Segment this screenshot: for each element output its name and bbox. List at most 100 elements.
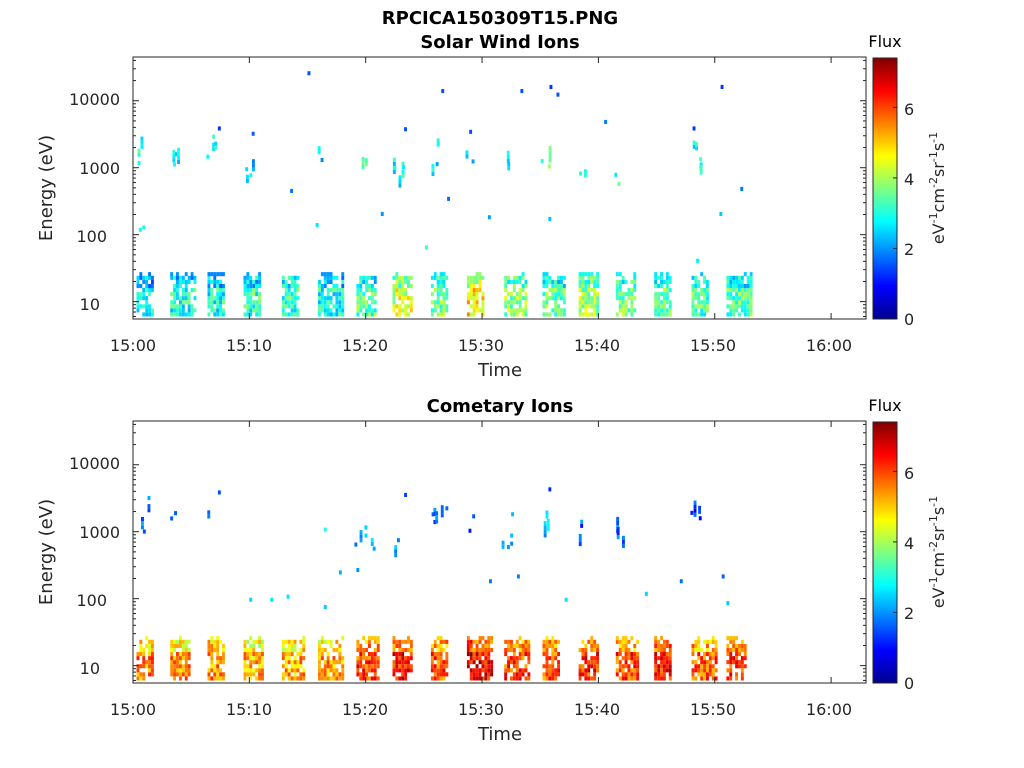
heatmap-cell (551, 664, 555, 669)
heatmap-cell (356, 567, 360, 572)
x-tick-label: 15:00 (110, 336, 156, 355)
heatmap-cell (714, 652, 718, 657)
heatmap-cell (624, 292, 628, 297)
heatmap-cell (341, 292, 345, 297)
heatmap-cell (181, 672, 185, 677)
heatmap-cell (362, 292, 366, 297)
heatmap-cell (315, 223, 319, 228)
heatmap-cell (252, 279, 256, 284)
solar-wind-panel: Solar Wind Ions 10 100 1000 10000 15:00 … (36, 32, 948, 381)
heatmap-cell (361, 165, 365, 170)
heatmap-cell (329, 668, 333, 673)
heatmap-cell (370, 275, 374, 280)
heatmap-cell (740, 643, 744, 648)
heatmap-cell (703, 275, 706, 280)
heatmap-cell (714, 676, 718, 681)
heatmap-cell (627, 292, 631, 297)
heatmap-cell (395, 312, 399, 317)
heatmap-cell (286, 594, 290, 599)
heatmap-cell (621, 296, 625, 301)
heatmap-cell (720, 84, 724, 89)
heatmap-cell (663, 312, 666, 317)
heatmap-cell (703, 312, 706, 317)
heatmap-cell (430, 664, 434, 669)
heatmap-cell (151, 284, 154, 289)
heatmap-cell (136, 300, 140, 305)
heatmap-cell (708, 639, 712, 644)
heatmap-cell (329, 308, 333, 313)
heatmap-cell (726, 652, 730, 657)
heatmap-cell (148, 652, 151, 657)
colorbar (872, 57, 898, 320)
x-tick-label: 15:30 (458, 336, 504, 355)
heatmap-cell (694, 660, 698, 665)
heatmap-cell (370, 300, 374, 305)
heatmap-cell (136, 296, 140, 301)
heatmap-cell (431, 512, 435, 517)
heatmap-cell (184, 676, 188, 681)
heatmap-cell (246, 300, 250, 305)
heatmap-cell (615, 296, 619, 301)
heatmap-cell (216, 636, 220, 641)
heatmap-cell (170, 272, 174, 277)
heatmap-cell (624, 304, 628, 309)
heatmap-cell (738, 292, 741, 297)
heatmap-cell (338, 676, 342, 681)
heatmap-cell (711, 639, 715, 644)
heatmap-cell (293, 296, 297, 301)
heatmap-cell (395, 304, 399, 309)
heatmap-cell (521, 284, 525, 289)
heatmap-cell (320, 668, 324, 673)
x-tick-label: 15:20 (342, 336, 388, 355)
heatmap-cell (548, 150, 552, 155)
heatmap-cell (436, 660, 440, 665)
heatmap-cell (249, 308, 253, 313)
axis-ticks (132, 421, 866, 683)
heatmap-cell (243, 275, 247, 280)
heatmap-cell (395, 292, 399, 297)
heatmap-cell (392, 161, 396, 166)
heatmap-cell (621, 304, 625, 309)
heatmap-cell (663, 652, 666, 657)
heatmap-cell (320, 304, 324, 309)
heatmap-cell (142, 312, 146, 317)
heatmap-cell (318, 308, 321, 313)
heatmap-cell (697, 304, 701, 309)
heatmap-cell (368, 668, 371, 673)
heatmap-cell (326, 676, 330, 681)
heatmap-cell (694, 664, 698, 669)
heatmap-cell (139, 292, 143, 297)
heatmap-cell (549, 84, 553, 89)
heatmap-cell (362, 676, 366, 681)
heatmap-cell (746, 292, 750, 297)
heatmap-cell (284, 672, 288, 677)
heatmap-cell (548, 664, 552, 669)
heatmap-cell (743, 300, 747, 305)
heatmap-cell (398, 676, 402, 681)
heatmap-cell (281, 676, 285, 681)
heatmap-cell (216, 312, 220, 317)
x-tick-label: 16:00 (806, 336, 852, 355)
heatmap-cell (392, 157, 396, 162)
heatmap-cell (359, 288, 363, 293)
heatmap-cell (746, 275, 750, 280)
heatmap-cell (551, 284, 555, 289)
heatmap-cell (181, 648, 185, 653)
heatmap-cell (290, 275, 294, 280)
heatmap-cell (501, 540, 505, 545)
heatmap-cell (392, 304, 396, 309)
heatmap-cell (542, 292, 546, 297)
heatmap-cell (740, 186, 744, 191)
heatmap-cell (190, 275, 194, 280)
colorbar-ticks (893, 470, 897, 684)
heatmap-cell (590, 643, 594, 648)
heatmap-cell (663, 648, 666, 653)
heatmap-cell (373, 308, 377, 313)
heatmap-cell (439, 676, 443, 681)
heatmap-cell (478, 284, 482, 289)
y-tick-label: 1000 (79, 159, 120, 178)
heatmap-cell (255, 668, 259, 673)
heatmap-cell (584, 284, 588, 289)
heatmap-cell (329, 300, 333, 305)
heatmap-cell (392, 288, 396, 293)
